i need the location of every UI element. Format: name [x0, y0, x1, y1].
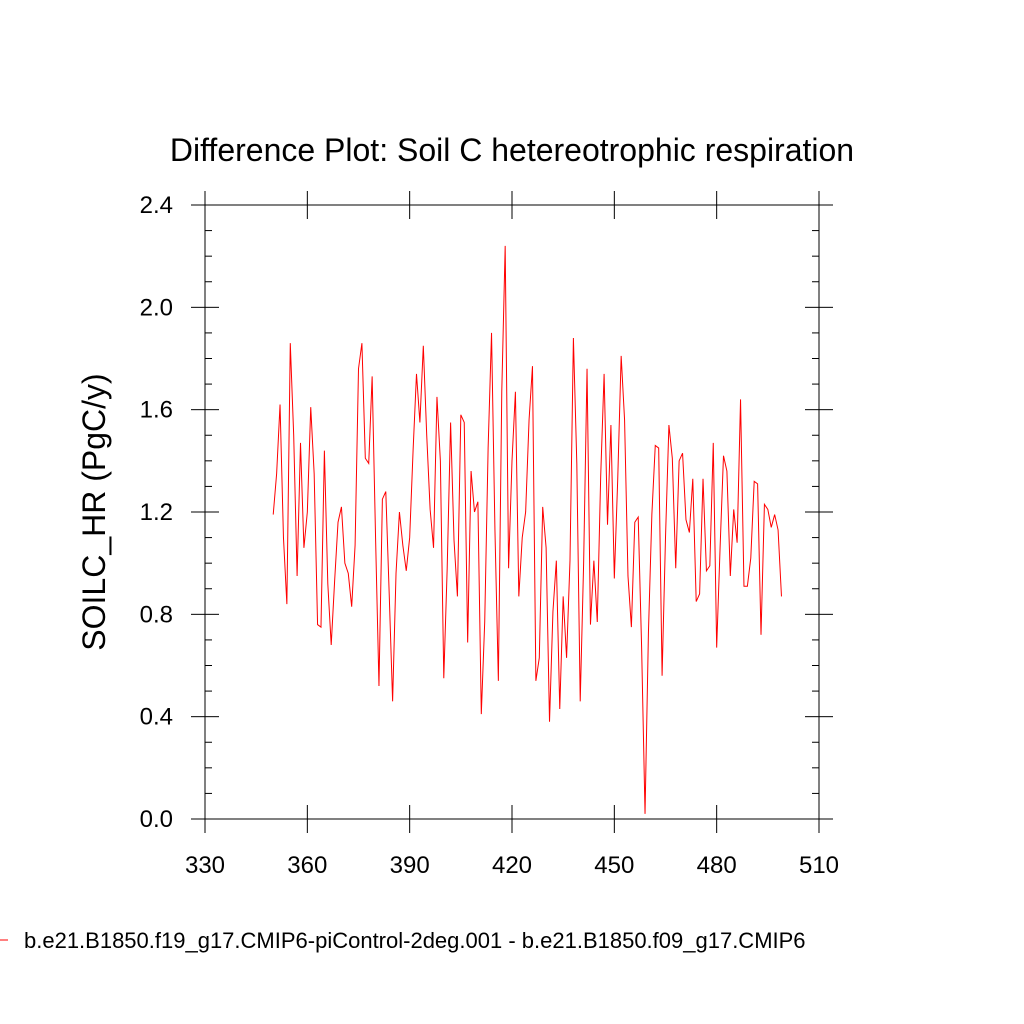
x-tick-label: 330 — [185, 852, 225, 879]
legend: b.e21.B1850.f19_g17.CMIP6-piControl-2deg… — [0, 928, 806, 953]
y-tick-label: 1.6 — [140, 397, 173, 424]
y-tick-labels: 0.0 0.4 0.8 1.2 1.6 2.0 2.4 — [140, 192, 173, 833]
y-tick-label: 1.2 — [140, 499, 173, 526]
x-tick-label: 450 — [594, 852, 634, 879]
series-line — [272, 245, 782, 814]
x-tick-label: 510 — [799, 852, 839, 879]
plot-frame — [204, 204, 820, 820]
y-tick-label: 0.8 — [140, 601, 173, 628]
x-tick-labels: 330 360 390 420 450 480 510 — [185, 852, 839, 879]
legend-label: b.e21.B1850.f19_g17.CMIP6-piControl-2deg… — [24, 928, 806, 953]
chart-title: Difference Plot: Soil C hetereotrophic r… — [170, 132, 854, 168]
x-tick-label: 420 — [492, 852, 532, 879]
y-axis-label: SOILC_HR (PgC/y) — [76, 373, 112, 650]
y-tick-label: 0.4 — [140, 704, 173, 731]
y-tick-label: 0.0 — [140, 806, 173, 833]
series-lines — [272, 245, 782, 814]
y-tick-label: 2.0 — [140, 294, 173, 321]
x-tick-label: 480 — [697, 852, 737, 879]
x-tick-label: 390 — [390, 852, 430, 879]
y-tick-label: 2.4 — [140, 192, 173, 219]
x-tick-label: 360 — [287, 852, 327, 879]
axis-ticks — [191, 191, 833, 833]
